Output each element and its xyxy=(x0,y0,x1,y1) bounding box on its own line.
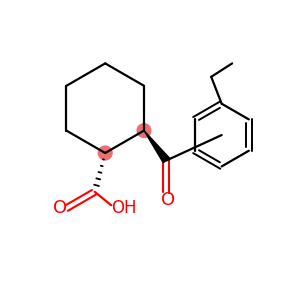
Text: O: O xyxy=(53,199,67,217)
Circle shape xyxy=(98,146,112,160)
Circle shape xyxy=(137,124,151,137)
Polygon shape xyxy=(144,130,170,163)
Text: OH: OH xyxy=(111,199,136,217)
Text: O: O xyxy=(161,191,175,209)
